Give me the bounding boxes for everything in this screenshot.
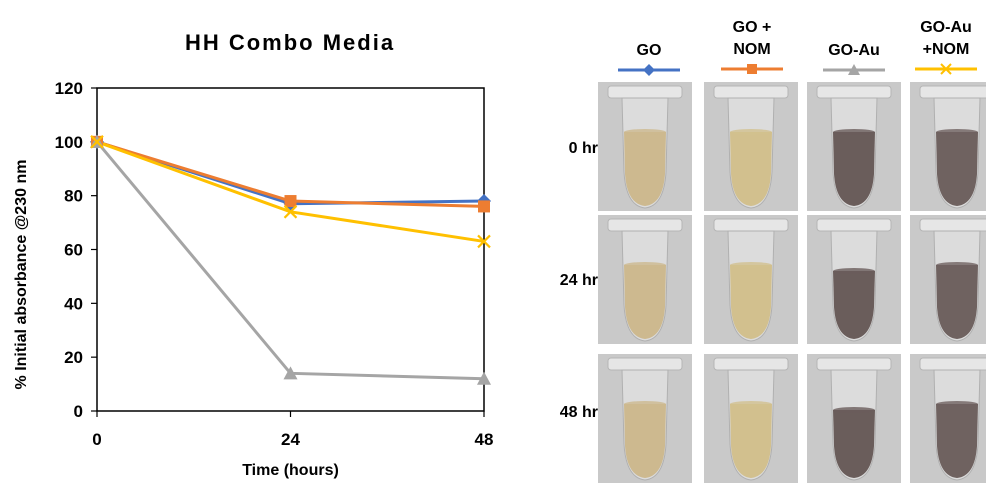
tube-photo	[807, 82, 901, 211]
column-header-go: GO	[603, 40, 695, 76]
tube-photo	[598, 354, 692, 483]
tube-photo	[598, 215, 692, 344]
x-tick-label: 24	[281, 430, 300, 449]
column-label-line: GO	[636, 42, 662, 59]
y-tick-label: 0	[74, 402, 83, 421]
data-point-x	[90, 135, 104, 149]
y-tick-label: 20	[64, 348, 83, 367]
diamond-marker-icon	[618, 64, 680, 76]
tube-photo	[910, 215, 986, 344]
column-label-line: GO +	[732, 19, 772, 36]
column-label-line: GO-Au	[920, 19, 972, 36]
row-label-0hr: 0 hr	[568, 140, 598, 157]
x-tick-label: 0	[92, 430, 101, 449]
row-label-24hr: 24 hr	[559, 272, 598, 289]
tube-photo	[910, 82, 986, 211]
y-tick-label: 100	[55, 133, 83, 152]
chart-title: HH Combo Media	[184, 30, 396, 55]
photo-panel: GO GO + NOM GO-Au GO-Au +NOM 0 hr 24 hr …	[548, 0, 986, 483]
series-line-3	[96, 140, 485, 243]
y-tick-label: 60	[64, 241, 83, 260]
column-header-go-au-nom: GO-Au +NOM	[900, 17, 986, 75]
tube-photo	[704, 82, 798, 211]
data-point-triangle	[477, 371, 491, 385]
column-label-line: +NOM	[922, 41, 970, 58]
series-line-2	[95, 140, 485, 381]
y-tick-label: 40	[64, 294, 83, 313]
data-point-square	[284, 195, 297, 208]
y-tick-label: 120	[55, 79, 83, 98]
tube-photo	[598, 82, 692, 211]
x-tick-label: 48	[475, 430, 494, 449]
column-header-go-nom: GO + NOM	[706, 17, 798, 75]
plot-area-frame	[96, 87, 485, 412]
square-marker-icon	[721, 64, 783, 74]
y-tick-label: 80	[64, 187, 83, 206]
column-header-go-au: GO-Au	[808, 40, 900, 76]
tube-photo	[807, 215, 901, 344]
x-marker-icon	[915, 63, 977, 75]
line-chart: 0 20 40 60 80 100 120 0 24 48 Time (hours) % Initia…	[13, 79, 494, 479]
y-axis-label: % Initial absorbance @230 nm	[13, 160, 30, 390]
column-label-line: NOM	[733, 41, 771, 58]
triangle-marker-icon	[823, 64, 885, 75]
series-line-0	[96, 140, 485, 206]
data-point-triangle	[283, 366, 298, 380]
x-axis-label: Time (hours)	[242, 462, 339, 479]
tube-photo	[910, 354, 986, 483]
tube-photo	[807, 354, 901, 483]
data-point-square	[478, 200, 490, 213]
tube-photo	[704, 354, 798, 483]
row-label-48hr: 48 hr	[559, 404, 598, 421]
column-label-line: GO-Au	[828, 42, 880, 59]
data-point-x	[283, 205, 298, 219]
data-point-x	[477, 234, 491, 249]
tube-photo	[704, 215, 798, 344]
